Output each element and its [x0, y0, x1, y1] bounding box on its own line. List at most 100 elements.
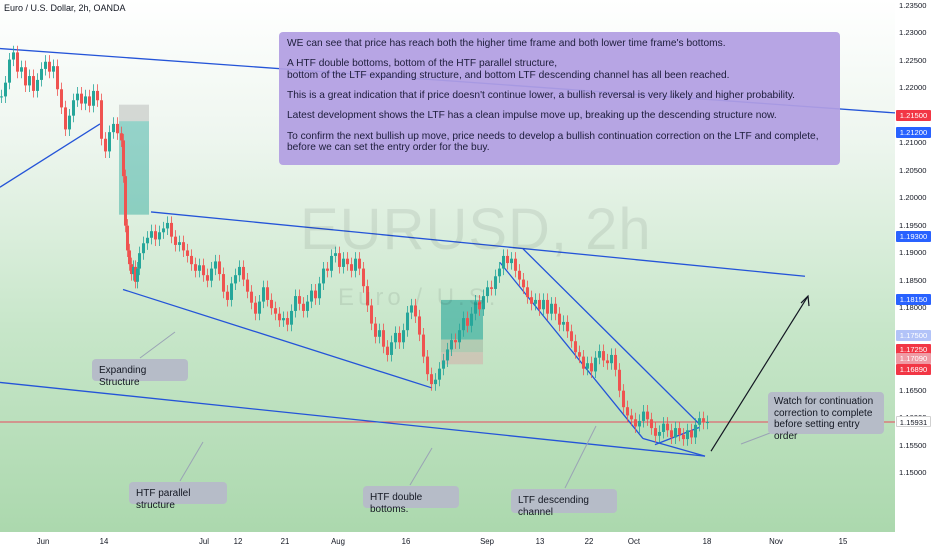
candle-body: [682, 434, 685, 440]
candle-body: [510, 258, 513, 264]
candle-body: [108, 132, 111, 152]
candle-body: [374, 323, 377, 337]
candle-body: [698, 418, 701, 425]
candle-body: [654, 428, 657, 436]
candle-body: [222, 274, 225, 292]
candle-body: [338, 253, 341, 267]
candle-body: [578, 352, 581, 357]
candle-body: [40, 68, 43, 80]
candle-body: [258, 301, 261, 314]
candle-body: [626, 407, 629, 416]
candle-body: [646, 411, 649, 420]
candle-body: [100, 100, 103, 139]
candle-body: [116, 123, 119, 134]
callout-pointer: [409, 447, 433, 486]
candle-body: [12, 52, 15, 60]
price-badge: 1.17250: [896, 343, 931, 355]
candle-body: [20, 67, 23, 72]
candle-body: [254, 302, 257, 314]
candle-body: [634, 419, 637, 427]
candle-body: [246, 279, 249, 292]
price-tick-label: 1.16500: [899, 385, 927, 395]
analysis-note[interactable]: WE can see that price has reach both the…: [279, 32, 840, 165]
candle-body: [76, 93, 79, 101]
candle-body: [550, 303, 553, 314]
time-tick-label: 13: [535, 537, 545, 546]
candle-body: [298, 296, 301, 304]
price-badge: 1.17090: [896, 352, 931, 364]
candle-body: [650, 419, 653, 429]
candle-body: [310, 290, 313, 302]
price-tick-label: 1.19000: [899, 248, 927, 258]
candle-body: [154, 231, 157, 240]
price-tick-label: 1.20500: [899, 165, 927, 175]
candle-body: [250, 291, 253, 303]
candle-body: [466, 318, 469, 326]
time-tick-label: 14: [99, 537, 109, 546]
callout-htf-parallel[interactable]: HTF parallel structure: [129, 482, 227, 511]
candle-body: [558, 313, 561, 325]
candle-body: [270, 299, 273, 309]
callout-watch-continuation[interactable]: Watch for continuation correction to com…: [768, 392, 884, 442]
candle-body: [266, 287, 269, 300]
note-paragraph: To confirm the next bullish up move, pri…: [287, 130, 819, 154]
candle-body: [602, 351, 605, 361]
candle-body: [590, 363, 593, 372]
candle-body: [662, 423, 665, 432]
note-paragraph: Latest development shows the LTF has a c…: [287, 110, 777, 122]
candle-body: [458, 330, 461, 343]
candle-body: [214, 261, 217, 269]
candle-body: [566, 321, 569, 332]
candle-body: [68, 115, 71, 130]
time-axis[interactable]: [0, 532, 895, 550]
time-tick-label: Aug: [331, 537, 345, 546]
callout-expanding-structure[interactable]: Expanding Structure: [92, 359, 188, 388]
candle-body: [658, 431, 661, 436]
candle-body: [28, 76, 31, 86]
candle-body: [126, 225, 129, 251]
price-badge: 1.16890: [896, 363, 931, 375]
candle-body: [430, 374, 433, 385]
candle-body: [0, 96, 3, 98]
candle-body: [330, 255, 333, 271]
candle-body: [290, 310, 293, 325]
candle-body: [594, 357, 597, 372]
candle-body: [462, 318, 465, 331]
candle-body: [218, 261, 221, 275]
candle-body: [526, 287, 529, 298]
candle-body: [138, 253, 141, 269]
callout-double-bottoms[interactable]: HTF double bottoms.: [363, 486, 459, 515]
candle-body: [346, 258, 349, 265]
candle-body: [502, 255, 505, 269]
candle-body: [210, 268, 213, 281]
candle-body: [234, 275, 237, 284]
callout-ltf-channel[interactable]: LTF descending channel: [511, 489, 617, 518]
candle-body: [88, 96, 91, 106]
candle-body: [390, 342, 393, 355]
candle-body: [674, 428, 677, 438]
price-badge: 1.19300: [896, 231, 931, 243]
candle-body: [8, 59, 11, 83]
candle-body: [358, 258, 361, 269]
price-badge: 1.18150: [896, 294, 931, 306]
candle-body: [670, 430, 673, 438]
candle-body: [406, 312, 409, 331]
callout-pointer: [139, 331, 176, 359]
price-tick-label: 1.15500: [899, 440, 927, 450]
candle-body: [342, 258, 345, 267]
candle-body: [186, 250, 189, 256]
price-tick-label: 1.19500: [899, 220, 927, 230]
candle-body: [610, 354, 613, 364]
price-axis[interactable]: [895, 0, 932, 550]
candle-body: [478, 301, 481, 310]
candle-body: [134, 266, 137, 282]
candle-body: [178, 242, 181, 245]
candle-body: [150, 231, 153, 238]
candle-body: [4, 82, 7, 97]
candle-body: [318, 283, 321, 299]
trendline: [0, 381, 706, 457]
time-tick-label: 16: [401, 537, 411, 546]
candle-body: [350, 264, 353, 271]
candle-body: [414, 305, 417, 317]
